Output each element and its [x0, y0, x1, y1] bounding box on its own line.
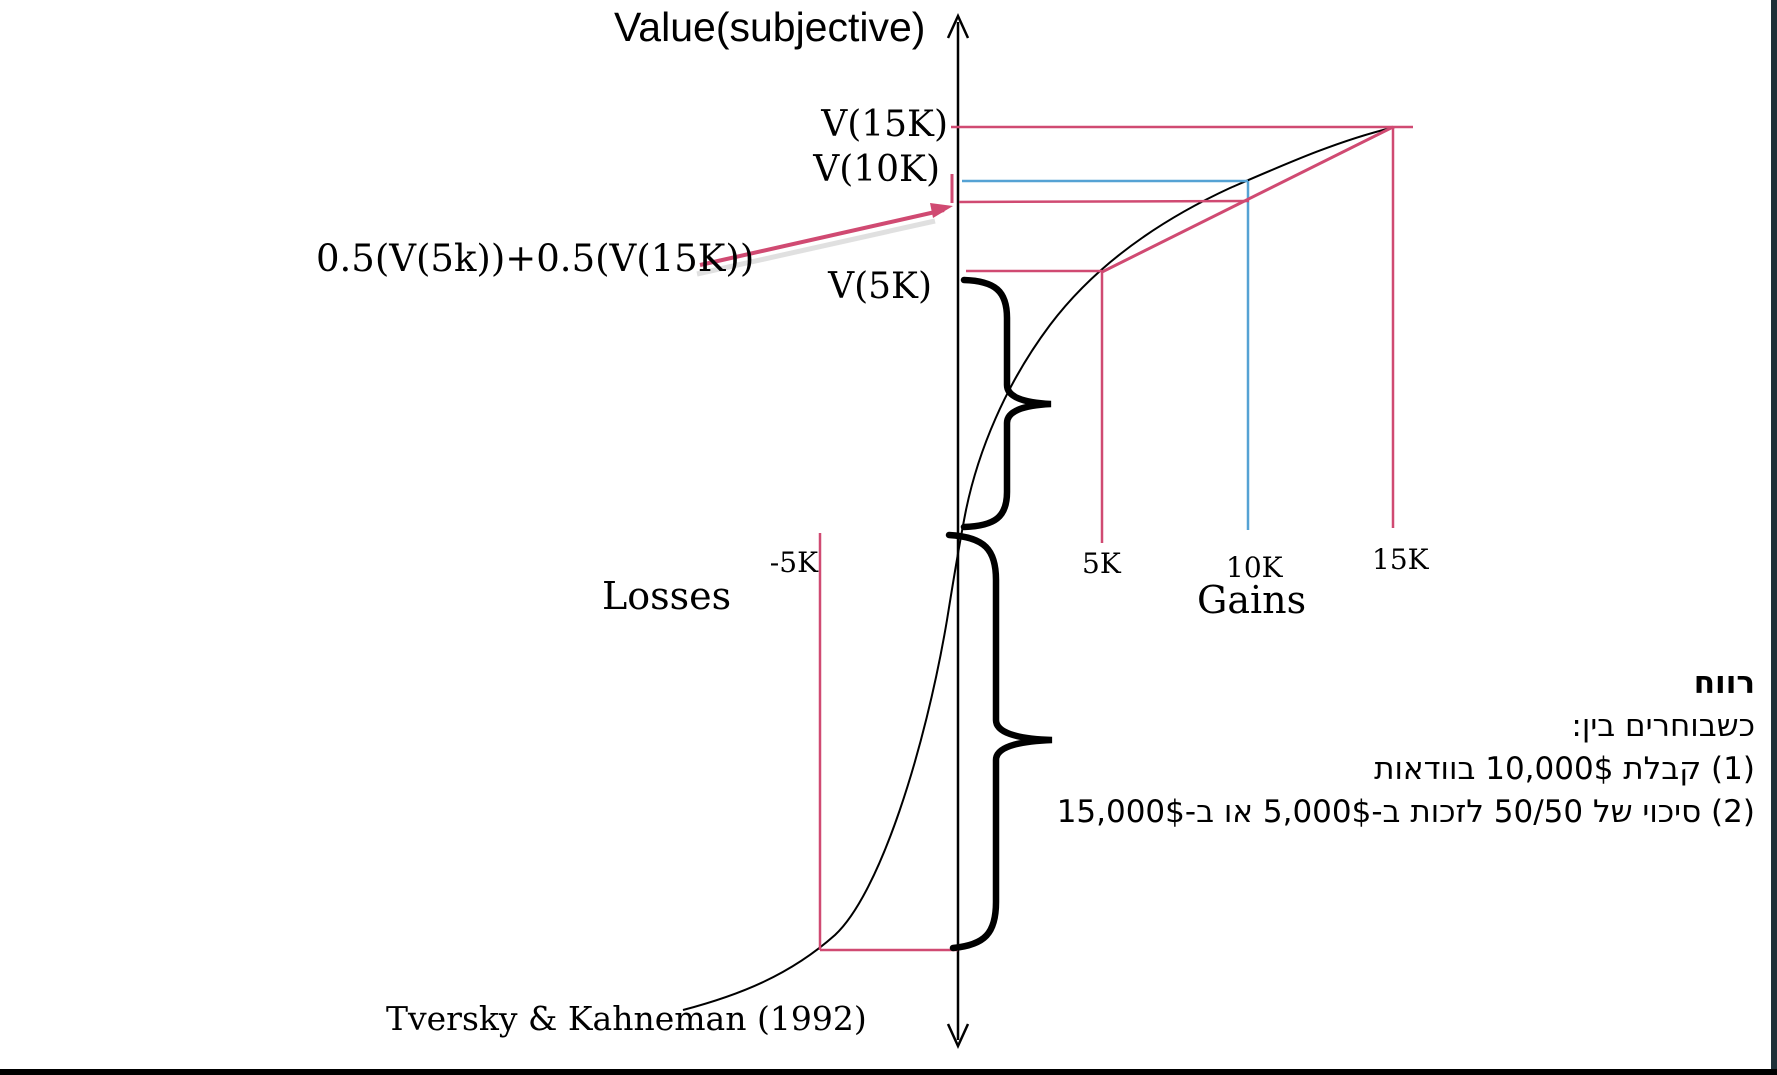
tick-label-5k: 5K — [1082, 547, 1121, 580]
slide-bottom-border — [0, 1069, 1777, 1075]
hebrew-heading: רווח — [1693, 665, 1755, 701]
losses-label: Losses — [602, 574, 732, 618]
expected-value-horizontal-line — [958, 199, 1250, 204]
v10k-label: V(10K) — [813, 149, 940, 190]
hebrew-intro: כשבוחרים בין: — [1571, 708, 1755, 744]
slide-right-border — [1771, 0, 1777, 1075]
formula-arrow-line — [699, 208, 945, 267]
gamble-chord-line — [1101, 125, 1394, 274]
expected-value-formula: 0.5(V(5k))+0.5(V(15K)) — [316, 237, 755, 280]
tick-label-neg5k: -5K — [769, 546, 818, 579]
axis-arrow-down-icon — [946, 1023, 970, 1050]
formula-arrowhead-icon — [930, 203, 953, 218]
citation: Tversky & Kahneman (1992) — [386, 999, 867, 1038]
tick-label-10k: 10K — [1226, 551, 1283, 584]
hebrew-option-1: (1) קבלת 10,000$ בוודאות — [1374, 751, 1755, 787]
tick-label-15k: 15K — [1372, 543, 1429, 576]
formula-arrow-shadow — [696, 218, 936, 277]
axis-arrow-up-icon — [946, 12, 970, 39]
hebrew-text-block: רווח כשבוחרים בין: (1) קבלת 10,000$ בווד… — [915, 662, 1755, 834]
v15k-label: V(15K) — [821, 104, 948, 145]
loss-value-brace-icon — [945, 531, 1053, 952]
v5k-label: V(5K) — [828, 266, 932, 307]
value-curve — [682, 126, 1396, 1011]
gain-value-brace-icon — [960, 276, 1052, 531]
gains-label: Gains — [1197, 578, 1307, 622]
chart-title: Value(subjective) — [614, 4, 926, 50]
hebrew-option-2: (2) סיכוי של 50/50 לזכות ב-5,000$ או ב-1… — [1056, 794, 1755, 830]
